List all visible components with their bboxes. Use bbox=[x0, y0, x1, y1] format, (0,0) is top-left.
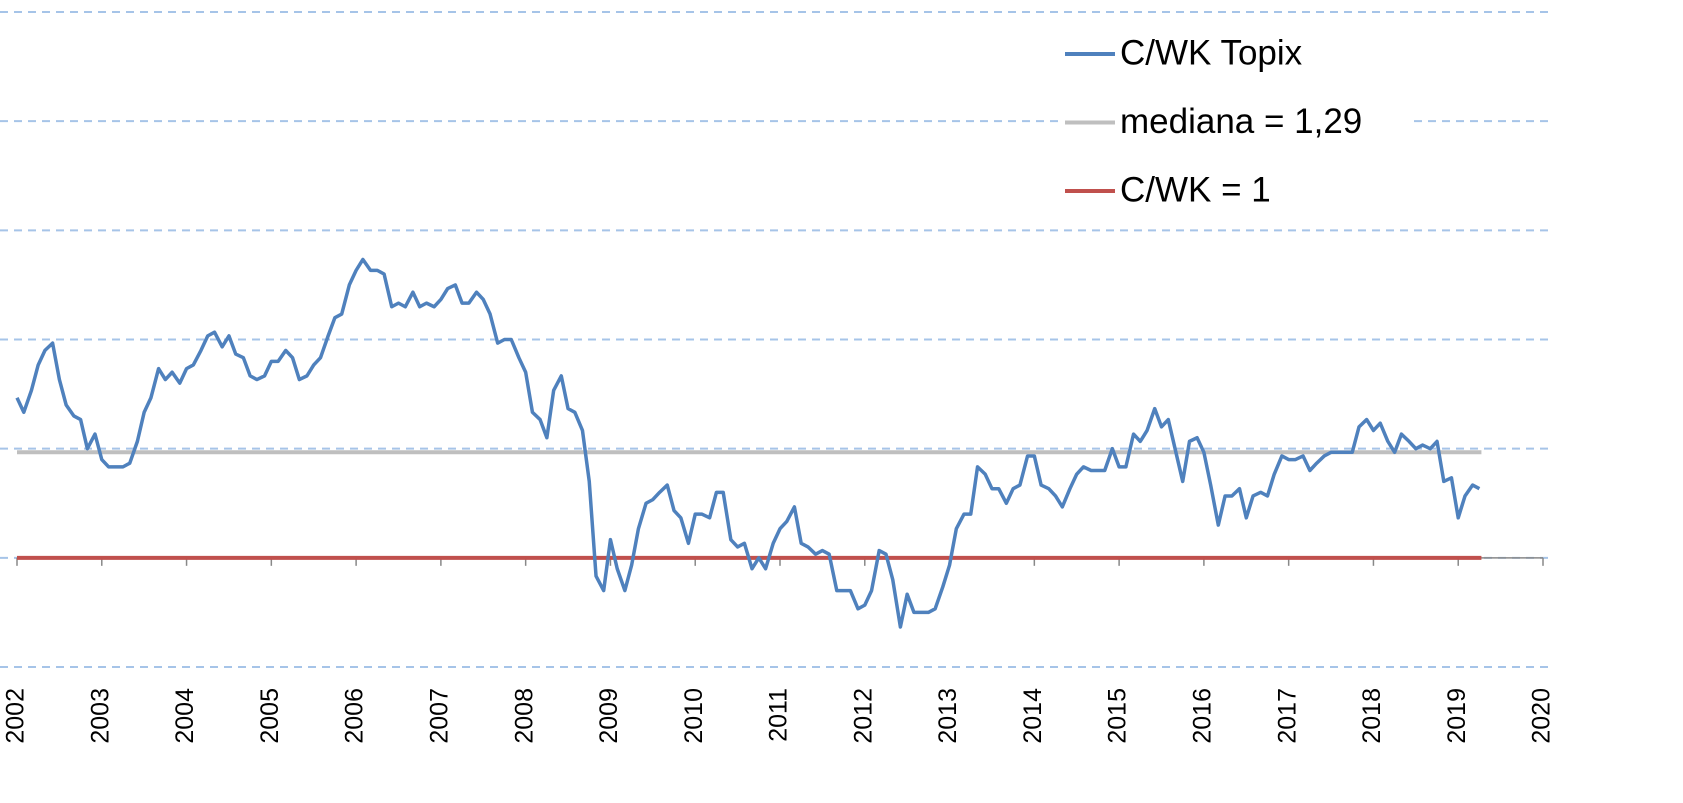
x-tick-label: 2016 bbox=[1188, 688, 1216, 744]
x-tick-label: 2018 bbox=[1358, 688, 1386, 744]
x-tick-label: 2011 bbox=[765, 688, 793, 742]
x-tick-label: 2006 bbox=[341, 688, 369, 744]
x-tick-label: 2014 bbox=[1019, 688, 1047, 744]
x-tick-label: 2009 bbox=[595, 688, 623, 744]
x-tick-label: 2020 bbox=[1528, 688, 1556, 744]
x-tick-label: 2008 bbox=[510, 688, 538, 744]
x-tick-label: 2004 bbox=[171, 688, 199, 744]
x-tick-label: 2010 bbox=[680, 688, 708, 744]
x-tick-label: 2013 bbox=[934, 688, 962, 744]
x-tick-label: 2012 bbox=[849, 688, 877, 744]
legend-label: C/WK Topix bbox=[1120, 33, 1303, 72]
x-tick-label: 2003 bbox=[86, 688, 114, 744]
legend-background bbox=[1058, 25, 1408, 220]
x-tick-label: 2017 bbox=[1273, 688, 1301, 744]
x-tick-label: 2015 bbox=[1104, 688, 1132, 744]
data-line bbox=[15, 257, 1481, 629]
x-tick-label: 2019 bbox=[1443, 688, 1471, 744]
x-tick-label: 2007 bbox=[425, 688, 453, 744]
legend-label: mediana = 1,29 bbox=[1120, 102, 1362, 141]
legend: C/WK Topix mediana = 1,29 C/WK = 1 bbox=[1058, 25, 1408, 220]
legend-label: C/WK = 1 bbox=[1120, 170, 1271, 209]
x-tick-label: 2005 bbox=[256, 688, 284, 744]
x-tick-label: 2002 bbox=[2, 688, 30, 744]
